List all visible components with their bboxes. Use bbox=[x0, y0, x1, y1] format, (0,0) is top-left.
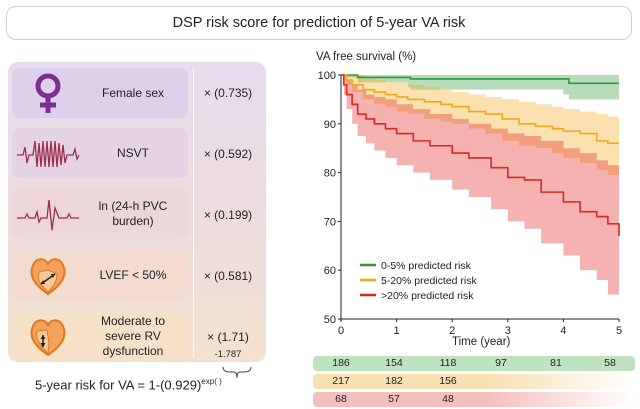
factor-label: ln (24-h PVC burden) bbox=[98, 199, 168, 228]
title-bar: DSP risk score for prediction of 5-year … bbox=[6, 6, 632, 40]
y-tick-label: 80 bbox=[324, 168, 336, 180]
survival-line-0 bbox=[341, 74, 619, 85]
ci-band-1 bbox=[341, 75, 619, 183]
factor-weight: × (0.735) bbox=[203, 86, 253, 100]
factor-label: Female sex bbox=[101, 85, 165, 100]
risk-cell: 118 bbox=[439, 357, 457, 369]
x-tick-label: 4 bbox=[560, 325, 566, 337]
risk-cell: 97 bbox=[495, 357, 507, 369]
survival-line-1 bbox=[341, 74, 619, 145]
km-survival-chart: 50 60 70 80 90 100 0 1 2 3 4 5 0-5% predicted risk 5-… bbox=[318, 70, 622, 337]
factor-rv-dysfunction: Moderate to severe RV dysfunction bbox=[12, 311, 188, 361]
factor-weight: × (0.581) bbox=[203, 269, 253, 283]
intercept-value: -1.787 bbox=[214, 349, 242, 360]
factor-label: NSVT bbox=[116, 145, 149, 160]
factor-female-sex: Female sex bbox=[12, 68, 188, 118]
formula-text: 5-year risk for VA = 1-(0.929) bbox=[35, 377, 202, 393]
legend-label: 5-20% predicted risk bbox=[381, 275, 477, 287]
risk-cell: 217 bbox=[332, 375, 350, 387]
risk-formula: 5-year risk for VA = 1-(0.929)exp( ) bbox=[35, 377, 222, 392]
risk-cell: 154 bbox=[385, 357, 403, 369]
formula-exponent: exp( ) bbox=[201, 377, 222, 386]
y-tick-label: 70 bbox=[324, 216, 336, 228]
x-tick-label: 1 bbox=[394, 325, 400, 337]
heart-lv-icon bbox=[12, 251, 84, 299]
factor-weight: × (0.199) bbox=[203, 208, 253, 222]
factor-label: LVEF < 50% bbox=[99, 267, 167, 282]
female-symbol-icon bbox=[12, 69, 84, 117]
column-divider bbox=[193, 68, 194, 358]
risk-cell: 58 bbox=[604, 357, 616, 369]
risk-cell: 68 bbox=[335, 393, 347, 405]
factor-nsvt: NSVT bbox=[12, 128, 188, 178]
y-tick-label: 100 bbox=[318, 70, 336, 82]
risk-cell: 48 bbox=[442, 393, 454, 405]
y-tick-label: 90 bbox=[324, 119, 336, 131]
factor-lvef: LVEF < 50% bbox=[12, 250, 188, 300]
ci-band-0 bbox=[341, 75, 619, 102]
factor-weight: × (1.71) bbox=[207, 330, 249, 344]
y-tick-label: 50 bbox=[324, 314, 336, 326]
risk-row: 217 182 156 bbox=[313, 374, 635, 389]
x-tick-label: 3 bbox=[505, 325, 511, 337]
risk-cell: 186 bbox=[332, 357, 350, 369]
factor-weight: × (0.592) bbox=[203, 147, 253, 161]
x-tick-label: 0 bbox=[338, 325, 344, 337]
curly-brace-icon bbox=[222, 366, 252, 379]
heart-rv-icon bbox=[12, 312, 84, 360]
x-tick-label: 2 bbox=[449, 325, 455, 337]
ecg-nsvt-icon bbox=[12, 129, 84, 177]
risk-cell: 156 bbox=[439, 375, 457, 387]
x-axis-title: Time (year) bbox=[452, 336, 511, 348]
legend-label: 0-5% predicted risk bbox=[381, 260, 472, 272]
page-title: DSP risk score for prediction of 5-year … bbox=[172, 15, 466, 31]
risk-row: 186 154 118 97 81 58 bbox=[313, 356, 635, 371]
risk-cell: 81 bbox=[550, 357, 562, 369]
risk-row: 68 57 48 bbox=[313, 392, 635, 407]
x-tick-label: 5 bbox=[616, 325, 622, 337]
legend-label: >20% predicted risk bbox=[381, 290, 474, 302]
survival-line-2 bbox=[341, 74, 620, 237]
risk-cell: 57 bbox=[388, 393, 400, 405]
ecg-pvc-icon bbox=[12, 190, 84, 238]
risk-cell: 182 bbox=[385, 375, 403, 387]
factor-pvc-burden: ln (24-h PVC burden) bbox=[12, 189, 188, 239]
factor-label: Moderate to severe RV dysfunction bbox=[100, 313, 166, 358]
y-axis-title: VA free survival (%) bbox=[316, 51, 417, 63]
y-tick-label: 60 bbox=[324, 265, 336, 277]
